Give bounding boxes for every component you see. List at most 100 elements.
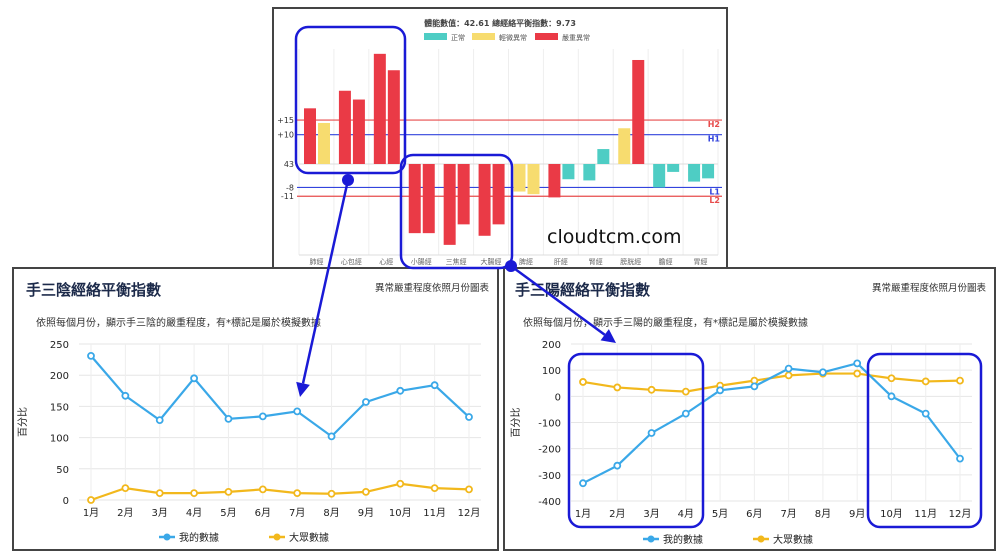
data-point bbox=[155, 416, 164, 425]
series-line bbox=[582, 362, 961, 485]
legend-label: 嚴重異常 bbox=[562, 33, 590, 42]
legend-marker bbox=[163, 533, 171, 541]
reference-tag: L1 bbox=[709, 187, 720, 196]
data-point bbox=[750, 382, 759, 391]
yin-line-chart: 0 50 100 150 200 250 1月 2月 3月 4月 5月 6月 7月 8月 9月 10月 11月 1… bbox=[17, 340, 481, 544]
bar bbox=[632, 59, 645, 164]
x-tick-label: 膀胱經 bbox=[620, 257, 641, 266]
data-point bbox=[784, 371, 793, 380]
watermark: cloudtcm.com bbox=[547, 226, 682, 248]
legend-label: 大眾數據 bbox=[289, 531, 329, 544]
data-point bbox=[155, 489, 164, 498]
data-point bbox=[681, 409, 690, 418]
y-tick-label: -11 bbox=[281, 192, 294, 201]
data-point bbox=[681, 387, 690, 396]
bar bbox=[352, 99, 365, 164]
data-point bbox=[853, 359, 862, 368]
reference-tag: H2 bbox=[708, 120, 720, 129]
bar bbox=[443, 164, 456, 245]
data-point bbox=[579, 479, 587, 488]
bar bbox=[478, 164, 491, 236]
legend-marker bbox=[647, 535, 655, 543]
data-point bbox=[362, 398, 370, 406]
x-tick-label: 9月 bbox=[849, 508, 865, 520]
data-point bbox=[87, 351, 95, 360]
y-tick-label: 100 bbox=[542, 366, 561, 377]
bar bbox=[457, 164, 470, 225]
y-tick-label: 250 bbox=[50, 340, 69, 351]
legend-swatch bbox=[424, 33, 447, 40]
data-point bbox=[819, 368, 827, 377]
y-tick-label: 50 bbox=[56, 465, 69, 476]
y-tick-label: +10 bbox=[277, 131, 294, 140]
x-tick-label: 5月 bbox=[712, 508, 728, 520]
x-tick-label: 膽經 bbox=[659, 257, 673, 266]
data-point bbox=[190, 489, 198, 498]
data-point bbox=[224, 487, 233, 496]
data-point bbox=[613, 461, 622, 470]
legend-swatch bbox=[472, 33, 495, 40]
data-point bbox=[716, 386, 724, 395]
legend-label: 我的數據 bbox=[179, 531, 219, 544]
bar bbox=[318, 122, 330, 164]
x-tick-label: 8月 bbox=[815, 508, 831, 520]
panel-note: 異常嚴重程度依照月份圖表 bbox=[374, 283, 489, 294]
data-point bbox=[293, 407, 302, 416]
data-point bbox=[956, 454, 964, 463]
bar bbox=[562, 164, 575, 180]
x-tick-label: 10月 bbox=[880, 508, 903, 520]
data-point bbox=[87, 496, 95, 504]
y-tick-label: -8 bbox=[286, 183, 294, 192]
bar bbox=[387, 70, 400, 164]
x-tick-label: 11月 bbox=[423, 507, 446, 519]
x-tick-label: 3月 bbox=[643, 508, 659, 520]
panel-subtitle: 依照每個月份，顯示手三陽的嚴重程度，有*標記是屬於模擬數據 bbox=[523, 318, 808, 329]
x-tick-label: 8月 bbox=[323, 507, 339, 519]
hand-three-yin-panel: 手三陰經絡平衡指數 異常嚴重程度依照月份圖表 依照每個月份，顯示手三陰的嚴重程度… bbox=[12, 267, 499, 551]
bar bbox=[667, 164, 680, 172]
data-point bbox=[121, 484, 130, 493]
legend-label: 我的數據 bbox=[663, 533, 703, 546]
x-tick-label: 心包經 bbox=[341, 257, 362, 266]
panel-subtitle: 依照每個月份，顯示手三陰的嚴重程度，有*標記是屬於模擬數據 bbox=[36, 318, 321, 329]
y-tick-label: +15 bbox=[277, 116, 294, 125]
y-axis-label: 百分比 bbox=[510, 408, 522, 438]
panel-title: 手三陰經絡平衡指數 bbox=[26, 281, 162, 299]
bar bbox=[527, 164, 540, 195]
y-tick-label: 150 bbox=[50, 402, 69, 413]
x-tick-label: 9月 bbox=[358, 507, 374, 519]
data-point bbox=[956, 376, 964, 385]
x-tick-label: 2月 bbox=[609, 508, 625, 520]
x-tick-label: 6月 bbox=[255, 507, 271, 519]
bar bbox=[618, 128, 631, 164]
bar bbox=[304, 108, 316, 164]
data-point bbox=[258, 485, 267, 494]
y-axis-label: 百分比 bbox=[17, 407, 29, 437]
data-point bbox=[121, 391, 130, 400]
data-point bbox=[224, 414, 233, 423]
data-point bbox=[327, 489, 336, 498]
reference-tag: L2 bbox=[709, 196, 720, 205]
bar bbox=[653, 164, 666, 188]
series-line bbox=[90, 482, 470, 502]
legend-label: 大眾數據 bbox=[773, 533, 813, 546]
data-point bbox=[396, 479, 405, 488]
legend-label: 正常 bbox=[451, 33, 465, 42]
data-point bbox=[647, 385, 656, 394]
y-tick-label: 43 bbox=[284, 160, 294, 169]
x-tick-label: 2月 bbox=[117, 507, 133, 519]
data-point bbox=[293, 489, 302, 498]
legend-marker bbox=[757, 535, 765, 543]
bar bbox=[548, 164, 561, 198]
x-tick-label: 4月 bbox=[186, 507, 202, 519]
data-point bbox=[362, 487, 370, 496]
y-tick-label: 200 bbox=[50, 371, 69, 382]
data-point bbox=[921, 409, 930, 418]
x-tick-label: 12月 bbox=[458, 507, 481, 519]
x-tick-label: 1月 bbox=[575, 508, 591, 520]
x-tick-label: 脾經 bbox=[519, 257, 533, 266]
y-tick-label: -200 bbox=[538, 445, 561, 456]
data-point bbox=[887, 392, 896, 401]
legend-marker bbox=[273, 533, 281, 541]
x-tick-label: 肝經 bbox=[554, 257, 568, 266]
